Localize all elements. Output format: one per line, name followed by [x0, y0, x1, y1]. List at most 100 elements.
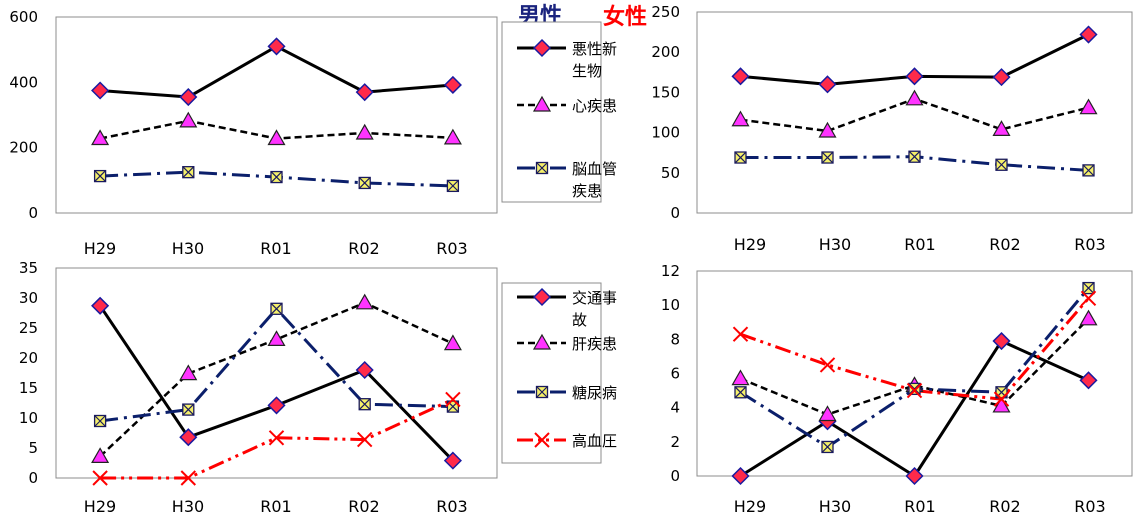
y-tick-label: 8	[670, 330, 680, 348]
data-point	[268, 430, 285, 446]
y-tick-label: 2	[670, 433, 680, 451]
y-tick-label: 0	[28, 469, 38, 487]
chart-panel-1: 0 200 400 600 H29 H30 R01 R02 R03	[9, 8, 498, 258]
data-point	[819, 357, 836, 373]
legend-marker	[535, 161, 549, 175]
legend-label: 生物	[572, 62, 602, 80]
data-point	[1079, 25, 1098, 44]
legend-box	[501, 282, 602, 464]
data-point	[91, 296, 110, 315]
legend-label: 肝疾患	[572, 335, 617, 353]
x-tick-label: R03	[436, 497, 467, 516]
y-tick-label: 25	[19, 319, 38, 337]
data-point	[905, 466, 924, 486]
data-point	[92, 470, 108, 486]
legend-box	[501, 21, 602, 203]
y-tick-label: 150	[651, 83, 680, 101]
data-point	[270, 170, 283, 184]
data-point	[821, 440, 834, 454]
data-point	[93, 169, 107, 183]
data-point	[443, 451, 462, 470]
y-tick-label: 0	[670, 467, 680, 485]
data-point	[179, 111, 198, 128]
data-point	[91, 447, 110, 463]
y-tick-label: 5	[28, 439, 38, 457]
x-tick-label: R01	[904, 235, 935, 254]
data-point	[995, 158, 1008, 171]
y-tick-label: 12	[661, 262, 680, 280]
legend-label: 心疾患	[572, 97, 617, 115]
x-tick-label: R02	[348, 497, 379, 516]
y-tick-label: 4	[670, 399, 680, 417]
data-point	[91, 81, 110, 100]
data-point	[992, 68, 1011, 87]
legend-label: 疾患	[572, 182, 602, 200]
data-point	[182, 166, 195, 179]
legend-marker	[535, 385, 549, 399]
legend-label: 脳血管	[572, 160, 617, 178]
y-tick-label: 6	[670, 365, 680, 383]
data-point	[992, 331, 1011, 351]
data-point	[731, 110, 750, 127]
y-tick-label: 200	[9, 139, 38, 157]
y-tick-label: 0	[670, 204, 680, 222]
x-tick-label: R01	[260, 497, 291, 516]
x-tick-label: H30	[172, 497, 204, 516]
plot-area	[696, 270, 1133, 477]
x-tick-label: H30	[819, 497, 851, 516]
data-point	[731, 466, 750, 486]
data-point	[91, 129, 110, 146]
x-tick-label: H29	[734, 235, 766, 254]
x-tick-label: R01	[260, 239, 291, 258]
legend-label: 悪性新	[572, 40, 617, 58]
data-point	[1080, 290, 1097, 307]
data-point	[818, 121, 837, 138]
y-tick-label: 400	[9, 73, 38, 91]
y-tick-label: 200	[651, 43, 680, 61]
data-point	[1082, 281, 1095, 295]
data-point	[1079, 98, 1098, 115]
x-tick-label: H30	[172, 239, 204, 258]
data-point	[358, 176, 371, 190]
x-tick-label: H29	[734, 497, 766, 516]
y-tick-label: 10	[19, 409, 38, 427]
legend-label: 故	[572, 311, 587, 329]
data-point	[992, 396, 1011, 413]
x-tick-label: R03	[1074, 235, 1105, 254]
data-point	[1079, 371, 1098, 390]
legend-marker	[532, 287, 552, 307]
data-point	[908, 150, 921, 163]
data-point	[355, 293, 374, 310]
data-point	[267, 37, 286, 56]
x-tick-label: R01	[904, 497, 935, 516]
data-point	[731, 369, 750, 386]
x-tick-label: R02	[989, 497, 1020, 516]
chart-panel-3: 0 5 10 15 20 25 30 35 H29 H30 R01 R02 R03	[19, 259, 498, 516]
data-point	[906, 382, 923, 399]
data-point	[905, 67, 924, 86]
data-point	[356, 431, 373, 448]
data-point	[732, 326, 749, 342]
data-point	[908, 382, 921, 396]
y-tick-label: 600	[9, 8, 38, 26]
plot-area	[55, 267, 498, 479]
data-point	[1079, 309, 1098, 326]
x-tick-label: H30	[819, 235, 851, 254]
y-tick-label: 10	[661, 296, 680, 314]
chart-panel-2: 0 50 100 150 200 250 H29 H30 R01 R02 R03	[651, 3, 1133, 254]
x-tick-label: H29	[84, 497, 116, 516]
x-tick-label: R03	[1074, 497, 1105, 516]
data-point	[818, 75, 837, 94]
y-tick-label: 50	[661, 164, 680, 182]
data-point	[734, 151, 747, 164]
data-point	[267, 129, 286, 146]
data-point	[734, 386, 747, 399]
data-point	[355, 123, 374, 140]
female-title: 女性	[603, 4, 647, 30]
data-point	[992, 120, 1011, 136]
data-point	[270, 302, 283, 315]
data-point	[818, 405, 837, 422]
